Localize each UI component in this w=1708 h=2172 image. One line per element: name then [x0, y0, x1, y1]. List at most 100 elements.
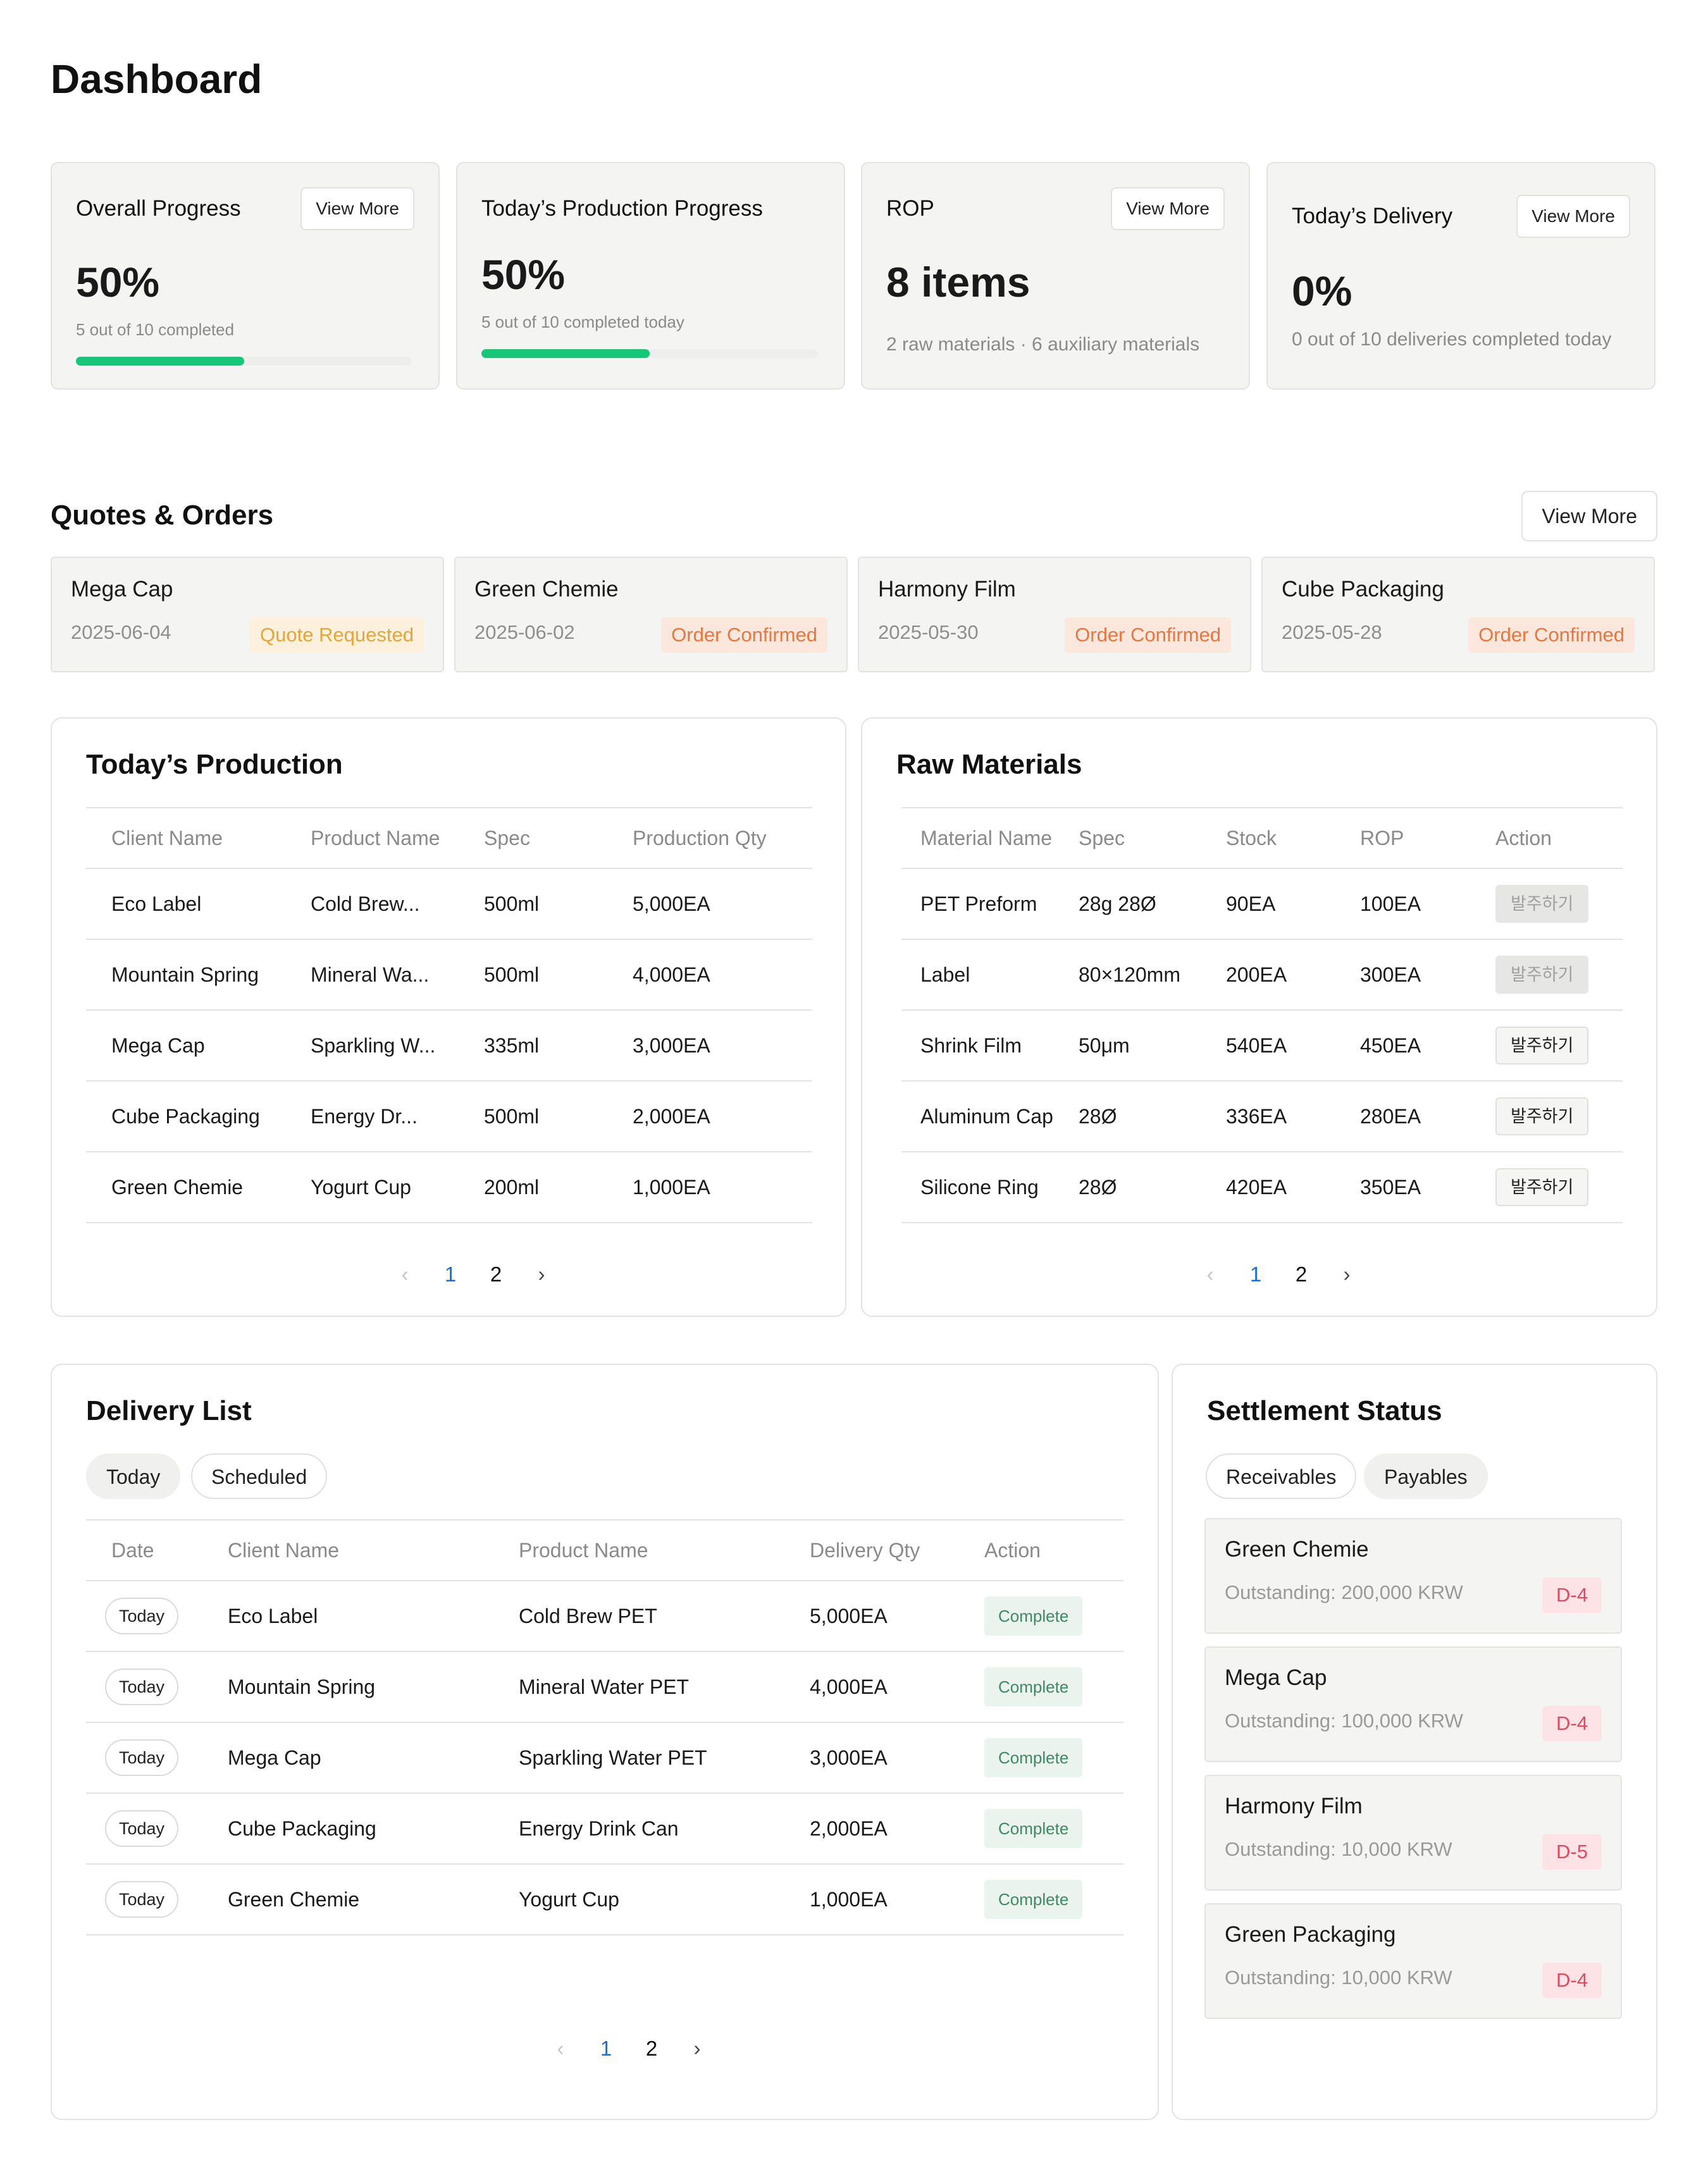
cell-material: Aluminum Cap — [901, 1081, 1079, 1152]
settlement-client-name: Mega Cap — [1225, 1665, 1327, 1690]
settlement-card[interactable]: Green Packaging Outstanding: 10,000 KRW … — [1204, 1903, 1622, 2019]
cell-stock: 90EA — [1226, 868, 1360, 940]
cell-rop: 300EA — [1360, 939, 1495, 1011]
view-more-button[interactable]: View More — [300, 187, 414, 230]
cell-stock: 336EA — [1226, 1081, 1360, 1152]
settlement-outstanding: Outstanding: 10,000 KRW — [1225, 1966, 1452, 1989]
order-button: 발주하기 — [1495, 956, 1589, 994]
quote-client-name: Cube Packaging — [1282, 577, 1444, 602]
metric-card-overall-progress: Overall Progress View More 50% 5 out of … — [51, 162, 440, 390]
next-page-icon[interactable]: › — [1343, 1262, 1351, 1286]
raw-materials-panel: Raw Materials Material Name Spec Stock R… — [861, 717, 1657, 1317]
quote-date: 2025-06-02 — [474, 621, 575, 643]
cell-client: Cube Packaging — [86, 1081, 311, 1152]
settlement-card[interactable]: Harmony Film Outstanding: 10,000 KRW D-5 — [1204, 1775, 1622, 1891]
cell-qty: 4,000EA — [810, 1651, 984, 1723]
cell-material: Silicone Ring — [901, 1152, 1079, 1223]
table-row[interactable]: Cube Packaging Energy Dr... 500ml 2,000EA — [86, 1081, 812, 1152]
next-page-icon[interactable]: › — [538, 1262, 545, 1286]
metric-title: Today’s Production Progress — [481, 196, 763, 221]
cell-product: Sparkling W... — [311, 1010, 484, 1082]
quote-client-name: Green Chemie — [474, 577, 619, 602]
order-button[interactable]: 발주하기 — [1495, 1168, 1589, 1206]
table-row[interactable]: Green Chemie Yogurt Cup 200ml 1,000EA — [86, 1152, 812, 1223]
page-2-button[interactable]: 2 — [645, 2037, 658, 2060]
metric-subtext: 0 out of 10 deliveries completed today — [1292, 329, 1612, 350]
table-row: Silicone Ring 28Ø 420EA 350EA 발주하기 — [901, 1152, 1623, 1223]
settlement-card[interactable]: Mega Cap Outstanding: 100,000 KRW D-4 — [1204, 1646, 1622, 1762]
column-header: Spec — [1079, 807, 1226, 869]
cell-stock: 420EA — [1226, 1152, 1360, 1223]
page-1-button[interactable]: 1 — [444, 1262, 457, 1286]
prev-page-icon[interactable]: ‹ — [557, 2037, 564, 2060]
table-header-row: Client Name Product Name Spec Production… — [86, 807, 812, 869]
settlement-outstanding: Outstanding: 10,000 KRW — [1225, 1838, 1452, 1860]
metric-title: Today’s Delivery — [1292, 204, 1453, 228]
status-badge: Quote Requested — [249, 617, 424, 653]
tab-payables[interactable]: Payables — [1364, 1453, 1488, 1499]
pagination: ‹ 1 2 › — [538, 2037, 720, 2061]
metric-value: 8 items — [886, 259, 1030, 305]
complete-button[interactable]: Complete — [984, 1880, 1083, 1919]
quote-date: 2025-05-30 — [878, 621, 979, 643]
settlement-card[interactable]: Green Chemie Outstanding: 200,000 KRW D-… — [1204, 1518, 1622, 1634]
cell-rop: 100EA — [1360, 868, 1495, 940]
cell-spec: 335ml — [484, 1010, 633, 1082]
tab-scheduled[interactable]: Scheduled — [191, 1453, 328, 1499]
cell-material: Shrink Film — [901, 1010, 1079, 1082]
view-more-button[interactable]: View More — [1516, 195, 1630, 238]
table-row: PET Preform 28g 28Ø 90EA 100EA 발주하기 — [901, 868, 1623, 940]
next-page-icon[interactable]: › — [693, 2037, 701, 2060]
quote-card[interactable]: Cube Packaging 2025-05-28 Order Confirme… — [1261, 557, 1655, 672]
cell-product: Mineral Wa... — [311, 939, 484, 1011]
quotes-view-more-button[interactable]: View More — [1521, 491, 1657, 541]
cell-spec: 28g 28Ø — [1079, 868, 1226, 940]
cell-qty: 4,000EA — [633, 939, 812, 1011]
column-header: Production Qty — [633, 807, 812, 869]
prev-page-icon[interactable]: ‹ — [1206, 1262, 1214, 1286]
cell-client: Eco Label — [86, 868, 311, 940]
table-row: Label 80×120mm 200EA 300EA 발주하기 — [901, 939, 1623, 1011]
cell-qty: 5,000EA — [810, 1581, 984, 1652]
page-1-button[interactable]: 1 — [1249, 1262, 1262, 1286]
column-header: Spec — [484, 807, 633, 869]
page-1-button[interactable]: 1 — [600, 2037, 612, 2060]
table-row[interactable]: Mega Cap Sparkling W... 335ml 3,000EA — [86, 1010, 812, 1082]
complete-button[interactable]: Complete — [984, 1667, 1083, 1706]
page-2-button[interactable]: 2 — [490, 1262, 502, 1286]
column-header: Client Name — [228, 1519, 519, 1581]
quote-card[interactable]: Green Chemie 2025-06-02 Order Confirmed — [454, 557, 848, 672]
order-button[interactable]: 발주하기 — [1495, 1097, 1589, 1135]
tab-receivables[interactable]: Receivables — [1206, 1453, 1357, 1499]
complete-button[interactable]: Complete — [984, 1596, 1083, 1636]
date-tag: Today — [105, 1669, 179, 1705]
panel-title: Delivery List — [86, 1395, 252, 1426]
quote-card[interactable]: Mega Cap 2025-06-04 Quote Requested — [51, 557, 444, 672]
status-badge: Order Confirmed — [661, 617, 827, 653]
cell-product: Cold Brew... — [311, 868, 484, 940]
cell-spec: 200ml — [484, 1152, 633, 1223]
prev-page-icon[interactable]: ‹ — [401, 1262, 409, 1286]
quote-card[interactable]: Harmony Film 2025-05-30 Order Confirmed — [858, 557, 1251, 672]
cell-qty: 5,000EA — [633, 868, 812, 940]
metric-value: 0% — [1292, 268, 1352, 314]
complete-button[interactable]: Complete — [984, 1809, 1083, 1848]
column-header: Delivery Qty — [810, 1519, 984, 1581]
quote-client-name: Harmony Film — [878, 577, 1016, 602]
tab-today[interactable]: Today — [86, 1453, 181, 1499]
table-row[interactable]: Mountain Spring Mineral Wa... 500ml 4,000EA — [86, 939, 812, 1011]
view-more-button[interactable]: View More — [1111, 187, 1225, 230]
date-tag: Today — [105, 1810, 179, 1847]
column-header: Product Name — [311, 807, 484, 869]
column-header: Client Name — [86, 807, 311, 869]
order-button[interactable]: 발주하기 — [1495, 1027, 1589, 1064]
due-badge: D-5 — [1542, 1834, 1602, 1870]
table-row[interactable]: Eco Label Cold Brew... 500ml 5,000EA — [86, 868, 812, 940]
cell-qty: 1,000EA — [810, 1864, 984, 1935]
page-2-button[interactable]: 2 — [1295, 1262, 1308, 1286]
complete-button[interactable]: Complete — [984, 1738, 1083, 1777]
cell-material: PET Preform — [901, 868, 1079, 940]
progress-bar — [481, 349, 818, 358]
cell-qty: 2,000EA — [810, 1793, 984, 1865]
cell-client: Eco Label — [228, 1581, 519, 1652]
